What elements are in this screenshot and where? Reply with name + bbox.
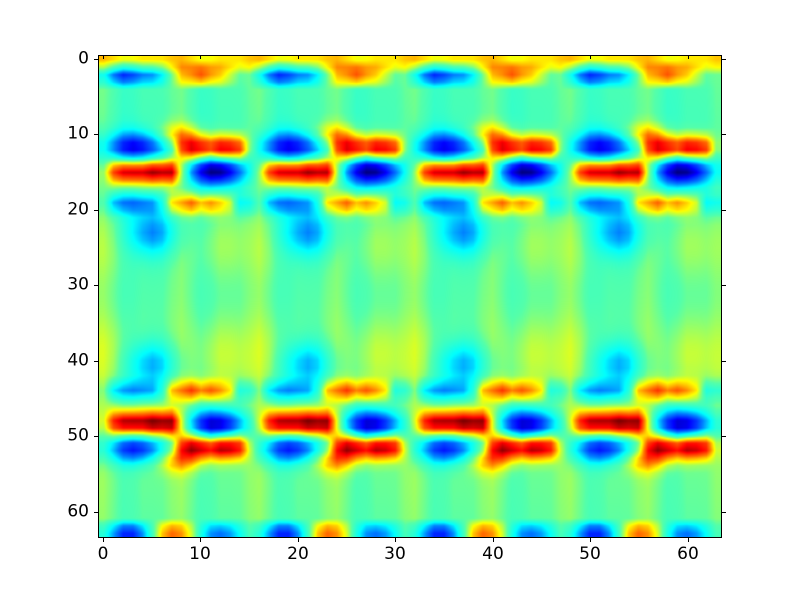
- y-tick-10: [94, 134, 98, 135]
- x-tick-label-30: 30: [384, 544, 406, 564]
- y-tick-right-30: [722, 285, 726, 286]
- x-tick-10: [200, 538, 201, 542]
- x-tick-top-0: [103, 55, 104, 59]
- y-tick-right-10: [722, 134, 726, 135]
- x-tick-top-20: [298, 55, 299, 59]
- y-tick-label-10: 10: [67, 123, 89, 144]
- y-tick-60: [94, 512, 98, 513]
- x-tick-label-60: 60: [677, 544, 699, 564]
- x-tick-top-50: [590, 55, 591, 59]
- y-tick-20: [94, 210, 98, 211]
- y-tick-30: [94, 285, 98, 286]
- x-tick-top-60: [688, 55, 689, 59]
- y-tick-40: [94, 361, 98, 362]
- x-tick-label-20: 20: [287, 544, 309, 564]
- x-tick-top-30: [395, 55, 396, 59]
- x-tick-top-10: [200, 55, 201, 59]
- y-tick-right-0: [722, 59, 726, 60]
- x-tick-20: [298, 538, 299, 542]
- y-tick-right-60: [722, 512, 726, 513]
- y-tick-label-30: 30: [67, 274, 89, 295]
- x-tick-top-40: [493, 55, 494, 59]
- y-tick-0: [94, 59, 98, 60]
- y-tick-right-40: [722, 361, 726, 362]
- y-tick-label-0: 0: [78, 48, 89, 69]
- x-tick-label-40: 40: [482, 544, 504, 564]
- y-tick-label-50: 50: [67, 425, 89, 446]
- y-tick-label-60: 60: [67, 501, 89, 522]
- x-tick-60: [688, 538, 689, 542]
- y-tick-label-20: 20: [67, 199, 89, 220]
- y-tick-right-50: [722, 436, 726, 437]
- heatmap-axes: [98, 55, 722, 538]
- y-tick-50: [94, 436, 98, 437]
- x-tick-label-50: 50: [579, 544, 601, 564]
- x-tick-0: [103, 538, 104, 542]
- x-tick-50: [590, 538, 591, 542]
- x-tick-label-10: 10: [189, 544, 211, 564]
- x-tick-label-0: 0: [97, 544, 109, 564]
- heatmap-image: [99, 56, 721, 537]
- y-tick-right-20: [722, 210, 726, 211]
- x-tick-40: [493, 538, 494, 542]
- x-tick-30: [395, 538, 396, 542]
- y-tick-label-40: 40: [67, 350, 89, 371]
